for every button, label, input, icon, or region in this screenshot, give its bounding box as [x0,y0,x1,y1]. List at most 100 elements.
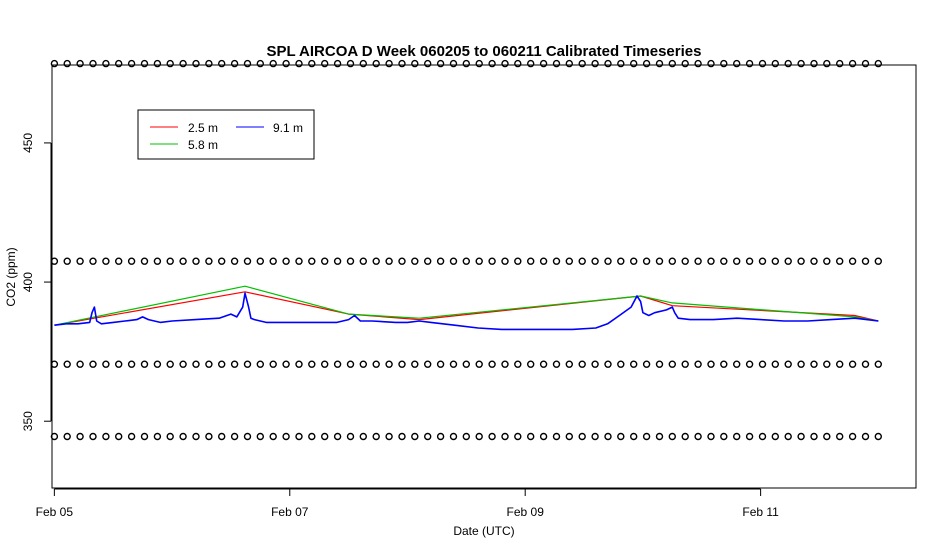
marker-point [655,432,664,441]
y-axis: 350 400 450 [21,133,52,431]
marker-point [874,432,882,441]
marker-point [823,360,831,368]
marker-point [539,360,548,368]
marker-point [720,257,728,265]
marker-point [861,257,870,265]
marker-point [874,257,882,265]
marker-point [539,257,548,265]
marker-point [411,59,419,68]
marker-point [462,360,470,368]
marker-point [217,360,226,368]
marker-point [411,257,419,265]
marker-point [475,432,483,441]
marker-point [102,59,110,68]
x-tick-label: Feb 07 [271,505,309,519]
marker-point [694,59,702,68]
marker-point [346,59,355,68]
marker-point [488,360,496,368]
marker-point [501,59,509,68]
marker-point [630,360,638,368]
marker-point [578,257,586,265]
marker-point [539,59,548,68]
marker-point [436,432,445,441]
marker-point [617,360,625,368]
marker-point [475,257,483,265]
marker-point [604,59,612,68]
marker-point [617,257,625,265]
marker-point [501,257,509,265]
marker-point [359,257,367,265]
marker-point [398,59,406,68]
marker-point [604,257,612,265]
marker-point [50,59,59,68]
marker-point [449,257,458,265]
marker-point [243,360,252,368]
marker-point [411,432,419,441]
marker-point [527,257,535,265]
marker-point [668,432,676,441]
marker-point [707,432,715,441]
marker-point [514,432,522,441]
marker-point [166,59,174,68]
marker-point [655,360,664,368]
legend-box [137,109,315,160]
marker-point [321,360,329,368]
marker-point [604,360,612,368]
marker-point [179,360,187,368]
marker-point [282,432,290,441]
marker-point [771,59,779,68]
marker-point [295,257,303,265]
marker-point [771,360,779,368]
marker-point [642,432,651,441]
marker-point [424,59,432,68]
marker-point [604,432,612,441]
marker-point [282,59,290,68]
marker-point [243,432,252,441]
marker-point [617,59,625,68]
marker-point [771,257,779,265]
marker-point [848,257,857,265]
marker-point [681,432,689,441]
marker-point [308,360,316,368]
marker-point [230,432,239,441]
marker-point [140,59,149,68]
marker-point [733,59,741,68]
legend-label-5.8m: 5.8 m [188,138,218,152]
marker-point [565,59,573,68]
marker-point [745,59,754,68]
marker-point [359,360,367,368]
marker-point [745,257,754,265]
x-tick-label: Feb 05 [36,505,74,519]
marker-point [127,432,136,441]
marker-point [578,360,586,368]
marker-point [758,257,767,265]
marker-point [102,360,110,368]
marker-point [269,360,277,368]
marker-point [668,59,676,68]
series-line-9.1m [54,292,879,331]
marker-point [848,59,857,68]
marker-point [552,257,561,265]
marker-point [243,257,252,265]
series-lines [54,285,879,331]
marker-point [114,59,123,68]
marker-point [449,432,458,441]
marker-point [591,257,599,265]
marker-point [333,257,342,265]
marker-point [153,257,162,265]
marker-point [552,59,561,68]
marker-point [758,432,767,441]
marker-point [630,59,638,68]
marker-point [308,257,316,265]
marker-point [102,257,110,265]
legend-label-2.5m: 2.5 m [188,121,218,135]
marker-point [539,432,548,441]
marker-point [488,257,496,265]
marker-point [733,360,741,368]
marker-point [848,360,857,368]
marker-point [295,432,303,441]
marker-point [372,432,380,441]
marker-point [192,59,200,68]
